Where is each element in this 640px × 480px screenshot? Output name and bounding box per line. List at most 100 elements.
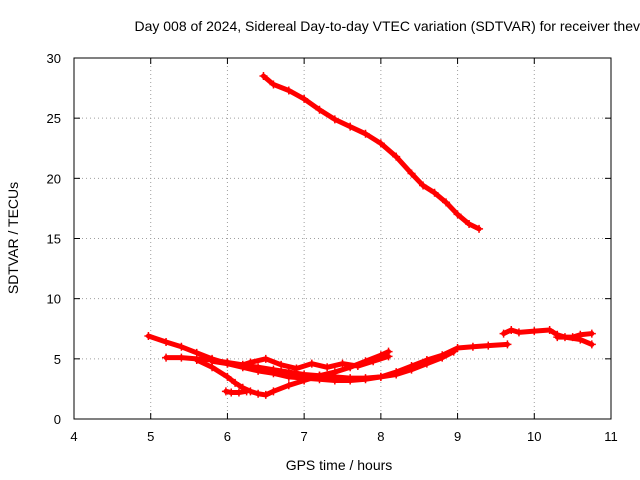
data-point xyxy=(315,105,324,114)
y-axis-label: SDTVAR / TECUs xyxy=(5,182,21,294)
data-point xyxy=(468,342,477,351)
series-line xyxy=(209,353,392,371)
data-point xyxy=(587,329,596,338)
data-point xyxy=(223,359,232,368)
data-point xyxy=(361,374,370,383)
x-axis-label: GPS time / hours xyxy=(286,457,393,473)
data-point xyxy=(484,341,493,350)
data-point xyxy=(465,220,474,229)
data-point xyxy=(361,129,370,138)
y-tick-label: 10 xyxy=(47,292,61,307)
data-point xyxy=(330,368,339,377)
series-trace-high xyxy=(259,72,484,233)
data-point xyxy=(307,359,316,368)
data-point xyxy=(300,94,309,103)
data-point xyxy=(330,115,339,124)
x-tick-label: 5 xyxy=(147,429,154,444)
data-point xyxy=(376,139,385,148)
x-tick-label: 10 xyxy=(527,429,541,444)
data-point xyxy=(292,364,301,373)
data-point xyxy=(269,365,278,374)
data-point xyxy=(407,169,416,178)
y-tick-label: 0 xyxy=(54,412,61,427)
data-point xyxy=(323,363,332,372)
data-point xyxy=(392,152,401,161)
data-point xyxy=(453,344,462,353)
y-tick-label: 15 xyxy=(47,232,61,247)
data-point xyxy=(221,387,230,396)
data-point xyxy=(300,376,309,385)
data-point xyxy=(284,381,293,390)
data-point xyxy=(177,353,186,362)
series-trace-mid xyxy=(208,352,393,373)
data-point xyxy=(177,342,186,351)
series-trace-stub xyxy=(221,387,251,397)
data-point xyxy=(261,354,270,363)
data-point xyxy=(284,86,293,95)
data-point xyxy=(430,188,439,197)
series-trace-late xyxy=(499,325,596,349)
data-point xyxy=(254,389,263,398)
data-point xyxy=(384,352,393,361)
data-point xyxy=(346,122,355,131)
x-tick-label: 6 xyxy=(224,429,231,444)
y-tick-label: 30 xyxy=(47,51,61,66)
data-point xyxy=(475,224,484,233)
chart-title: Day 008 of 2024, Sidereal Day-to-day VTE… xyxy=(134,18,640,34)
series-line xyxy=(554,331,595,340)
data-point xyxy=(144,331,153,340)
data-point xyxy=(227,388,236,397)
y-tick-label: 25 xyxy=(47,111,61,126)
data-point xyxy=(442,198,451,207)
data-point xyxy=(353,362,362,371)
data-point xyxy=(338,359,347,368)
data-point xyxy=(315,371,324,380)
grid xyxy=(74,58,611,419)
data-point xyxy=(453,210,462,219)
data-point xyxy=(192,356,201,365)
data-point xyxy=(499,329,508,338)
data-point xyxy=(530,327,539,336)
data-point xyxy=(507,325,516,334)
data-point xyxy=(568,333,577,342)
data-point xyxy=(369,357,378,366)
data-point xyxy=(392,370,401,379)
data-point xyxy=(259,72,268,81)
data-point xyxy=(376,372,385,381)
data-point xyxy=(503,340,512,349)
y-tick-label: 5 xyxy=(54,352,61,367)
data-point xyxy=(242,387,251,396)
x-tick-label: 7 xyxy=(301,429,308,444)
data-point xyxy=(234,388,243,397)
data-point xyxy=(223,372,232,381)
data-point xyxy=(269,387,278,396)
x-tick-label: 8 xyxy=(377,429,384,444)
x-tick-label: 4 xyxy=(70,429,77,444)
data-series xyxy=(144,72,596,399)
series-trace-late-2 xyxy=(553,329,596,342)
data-point xyxy=(514,328,523,337)
data-point xyxy=(231,378,240,387)
data-point xyxy=(346,374,355,383)
data-point xyxy=(246,358,255,367)
x-tick-label: 11 xyxy=(604,429,618,444)
data-point xyxy=(269,80,278,89)
y-axis-ticks: 0 5 10 15 20 25 30 xyxy=(47,51,611,427)
data-point xyxy=(238,360,247,369)
data-point xyxy=(553,333,562,342)
data-point xyxy=(438,353,447,362)
data-point xyxy=(254,363,263,372)
data-point xyxy=(208,357,217,366)
data-point xyxy=(419,181,428,190)
data-point xyxy=(277,360,286,369)
x-axis-ticks: 4 5 6 7 8 9 10 11 xyxy=(70,58,618,444)
data-point xyxy=(576,330,585,339)
data-point xyxy=(284,368,293,377)
data-point xyxy=(449,347,458,356)
data-point xyxy=(422,359,431,368)
data-point xyxy=(545,325,554,334)
data-point xyxy=(407,365,416,374)
data-point xyxy=(162,337,171,346)
data-point xyxy=(261,390,270,399)
